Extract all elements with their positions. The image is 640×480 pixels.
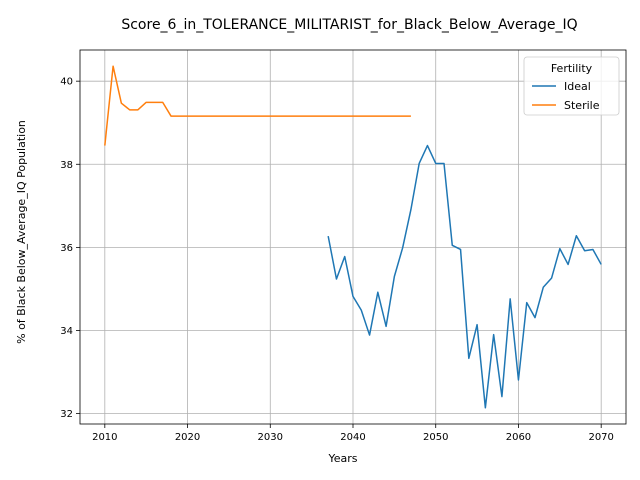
- x-axis-label: Years: [327, 452, 357, 465]
- x-tick-label: 2040: [340, 432, 365, 443]
- legend-title: Fertility: [551, 62, 593, 75]
- y-tick-label: 40: [60, 77, 73, 88]
- y-axis-label: % of Black Below_Average_IQ Population: [15, 120, 28, 344]
- y-tick-label: 34: [60, 326, 73, 337]
- grid: [80, 50, 626, 424]
- series-line-sterile: [104, 65, 411, 146]
- x-tick-label: 2070: [588, 432, 613, 443]
- x-tick-label: 2050: [423, 432, 448, 443]
- x-tick-label: 2030: [258, 432, 283, 443]
- y-tick-label: 36: [60, 243, 73, 254]
- x-tick-label: 2060: [506, 432, 531, 443]
- legend-entry-label: Sterile: [564, 99, 600, 112]
- y-tick-label: 38: [60, 160, 73, 171]
- x-tick-label: 2010: [92, 432, 117, 443]
- series-layer: [104, 65, 602, 409]
- chart-title: Score_6_in_TOLERANCE_MILITARIST_for_Blac…: [121, 17, 577, 33]
- x-tick-label: 2020: [175, 432, 200, 443]
- legend-entry-label: Ideal: [564, 80, 591, 93]
- legend-box: [523, 56, 620, 116]
- series-line-ideal: [327, 144, 602, 409]
- legend: Fertility Ideal Sterile: [523, 56, 620, 116]
- axis-ticks: 2010 2020 2030 2040 2050 2060 2070 32 34 36 38 40: [60, 77, 614, 443]
- y-tick-label: 32: [60, 409, 73, 420]
